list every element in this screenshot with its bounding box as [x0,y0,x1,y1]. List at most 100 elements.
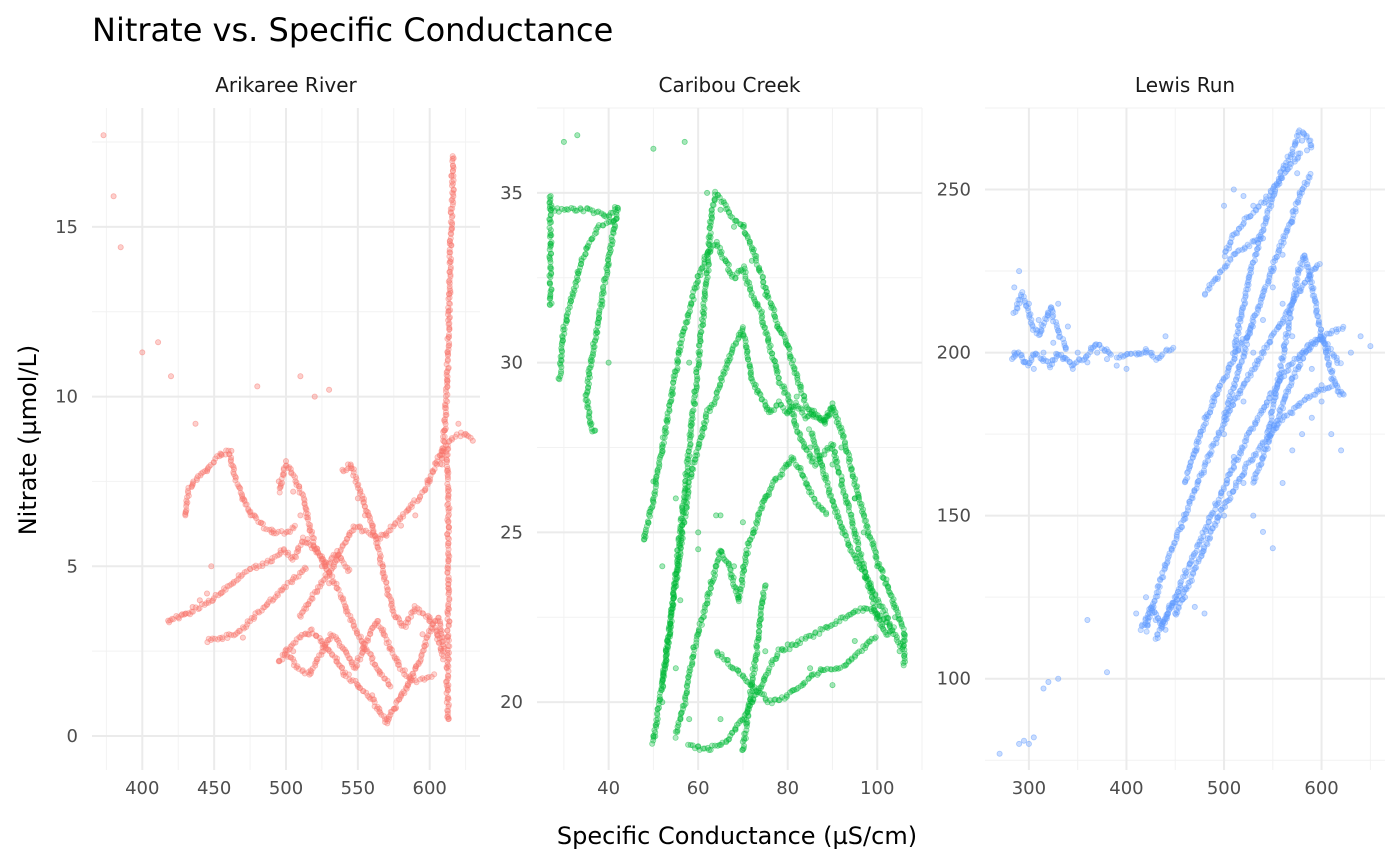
x-tick-label: 40 [597,778,620,799]
data-point [1055,300,1062,307]
data-point [1162,626,1169,633]
data-point [689,465,696,472]
data-point [360,499,367,506]
data-point [446,258,453,265]
data-point [279,471,286,478]
data-point [338,664,345,671]
data-point [357,486,364,493]
data-point [318,563,325,570]
data-point [197,472,204,479]
data-point [1240,192,1247,199]
data-point [376,669,383,676]
data-point [380,570,387,577]
data-point [288,642,295,649]
data-point [445,317,452,324]
data-point [355,683,362,690]
data-point [184,487,191,494]
data-point [1021,737,1028,744]
data-point [348,528,355,535]
data-point [350,523,357,530]
data-point [307,527,314,534]
data-point [440,446,447,453]
data-point [433,461,440,468]
data-point [674,365,681,372]
data-point [226,582,233,589]
data-point [690,407,697,414]
data-point [203,468,210,475]
data-point [444,531,451,538]
data-point [445,611,452,618]
data-point [731,563,738,570]
data-point [900,662,907,669]
data-point [280,547,287,554]
data-point [444,442,451,449]
data-point [318,553,325,560]
data-point [1250,349,1257,356]
data-point [445,551,452,558]
data-point [440,437,447,444]
data-point [430,468,437,475]
data-point [246,509,253,516]
data-point [1308,365,1315,372]
data-point [444,569,451,576]
data-point [445,308,452,315]
data-point [409,670,416,677]
data-point [455,420,462,427]
data-point [445,581,452,588]
data-point [259,560,266,567]
data-point [264,557,271,564]
data-point [369,654,376,661]
data-point [1152,617,1159,624]
data-point [1308,414,1315,421]
data-point [441,418,448,425]
data-point [309,528,316,535]
x-tick-label: 600 [1304,778,1338,799]
data-point [574,132,581,139]
data-point [443,467,450,474]
data-point [182,610,189,617]
data-point [457,433,464,440]
data-point [450,190,457,197]
data-point [314,587,321,594]
data-point [379,671,386,678]
data-point [303,605,310,612]
data-point [382,675,389,682]
data-point [793,393,800,400]
data-point [872,634,879,641]
data-point [1064,323,1071,330]
data-point [347,613,354,620]
data-point [432,618,439,625]
data-point [275,478,282,485]
data-point [184,494,191,501]
data-point [276,484,283,491]
data-point [326,571,333,578]
data-point [293,481,300,488]
data-point [784,641,791,648]
data-point [376,556,383,563]
data-point [287,643,294,650]
data-point [189,604,196,611]
data-point [291,522,298,529]
data-point [1162,333,1169,340]
data-point [237,489,244,496]
data-point [323,566,330,573]
x-tick-label: 300 [1012,778,1046,799]
data-point [377,560,384,567]
x-tick-label: 500 [1207,778,1241,799]
data-point [434,617,441,624]
data-point [860,529,867,536]
data-point [704,189,711,196]
data-point [352,524,359,531]
data-point [1084,617,1091,624]
data-point [326,572,333,579]
y-tick-label: 25 [500,522,523,543]
data-point [1104,669,1111,676]
data-point [439,656,446,663]
data-point [320,577,327,584]
data-point [306,524,313,531]
data-point [547,280,554,287]
data-point [1011,284,1018,291]
data-point [322,561,329,568]
data-point [445,496,452,503]
